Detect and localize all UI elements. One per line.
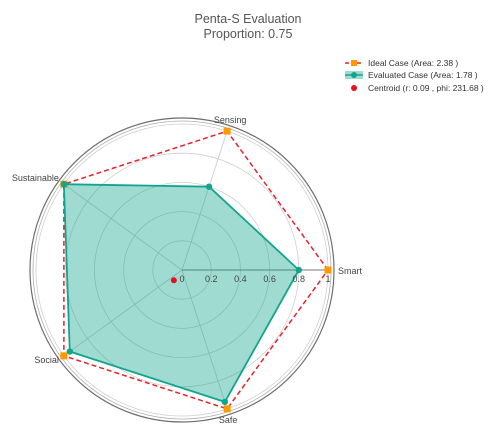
radial-tick-label-0: 0 <box>179 274 184 284</box>
category-label-smart: Smart <box>338 266 363 276</box>
series-ideal-point-sensing[interactable] <box>223 127 231 135</box>
series-ideal-point-social[interactable] <box>60 352 68 360</box>
series-evaluated-point-sensing[interactable] <box>205 183 213 190</box>
series-ideal-point-smart[interactable] <box>324 266 332 274</box>
category-label-sensing: Sensing <box>214 115 247 125</box>
spoke-safe <box>181 269 228 409</box>
legend-item-centroid[interactable]: Centroid (r: 0.09 , phi: 231.68 ) <box>351 83 484 93</box>
spoke-social <box>63 269 183 357</box>
spoke-sensing <box>181 131 228 271</box>
category-label-sustainable: Sustainable <box>12 173 59 183</box>
category-label-safe: Safe <box>219 415 238 425</box>
radial-tick-label-1: 0.2 <box>205 274 218 284</box>
series-ideal-point-safe[interactable] <box>223 405 231 413</box>
series-ideal-outline <box>63 130 329 410</box>
series-evaluated-point-safe[interactable] <box>221 398 229 406</box>
radial-tick-label-2: 0.4 <box>234 274 247 284</box>
legend-evaluated-label: Evaluated Case (Area: 1.78 ) <box>368 70 478 80</box>
radial-tick-label-5: 1 <box>325 274 330 284</box>
radar-labels: 0 0.2 0.4 0.6 0.8 1 Smart Sensing Sustainable Soc… <box>12 115 363 425</box>
series-evaluated-point-sustainable[interactable] <box>60 180 68 188</box>
chart-title: Penta-S Evaluation <box>194 12 301 26</box>
series-evaluated-point-smart[interactable] <box>295 266 302 274</box>
spoke-sustainable <box>63 183 183 271</box>
centroid-point[interactable] <box>170 277 177 284</box>
outer-frame-circle <box>29 117 335 423</box>
legend[interactable]: Ideal Case (Area: 2.38 ) Evaluated Case … <box>345 58 484 93</box>
legend-evaluated-marker-icon <box>351 72 357 78</box>
legend-item-evaluated[interactable]: Evaluated Case (Area: 1.78 ) <box>345 70 478 80</box>
series-evaluated-point-social[interactable] <box>66 348 73 355</box>
chart-subtitle: Proportion: 0.75 <box>204 27 293 41</box>
legend-centroid-label: Centroid (r: 0.09 , phi: 231.68 ) <box>368 83 484 93</box>
legend-ideal-marker-icon <box>351 60 357 66</box>
category-label-social: Social <box>34 355 59 365</box>
series-evaluated-area <box>62 183 300 403</box>
radial-tick-label-3: 0.6 <box>263 274 276 284</box>
legend-item-ideal[interactable]: Ideal Case (Area: 2.38 ) <box>345 58 458 68</box>
legend-centroid-marker-icon <box>351 85 357 91</box>
legend-ideal-label: Ideal Case (Area: 2.38 ) <box>368 58 458 68</box>
radial-tick-label-4: 0.8 <box>293 274 306 284</box>
radar-grid <box>29 117 335 423</box>
radar-series <box>60 127 332 413</box>
